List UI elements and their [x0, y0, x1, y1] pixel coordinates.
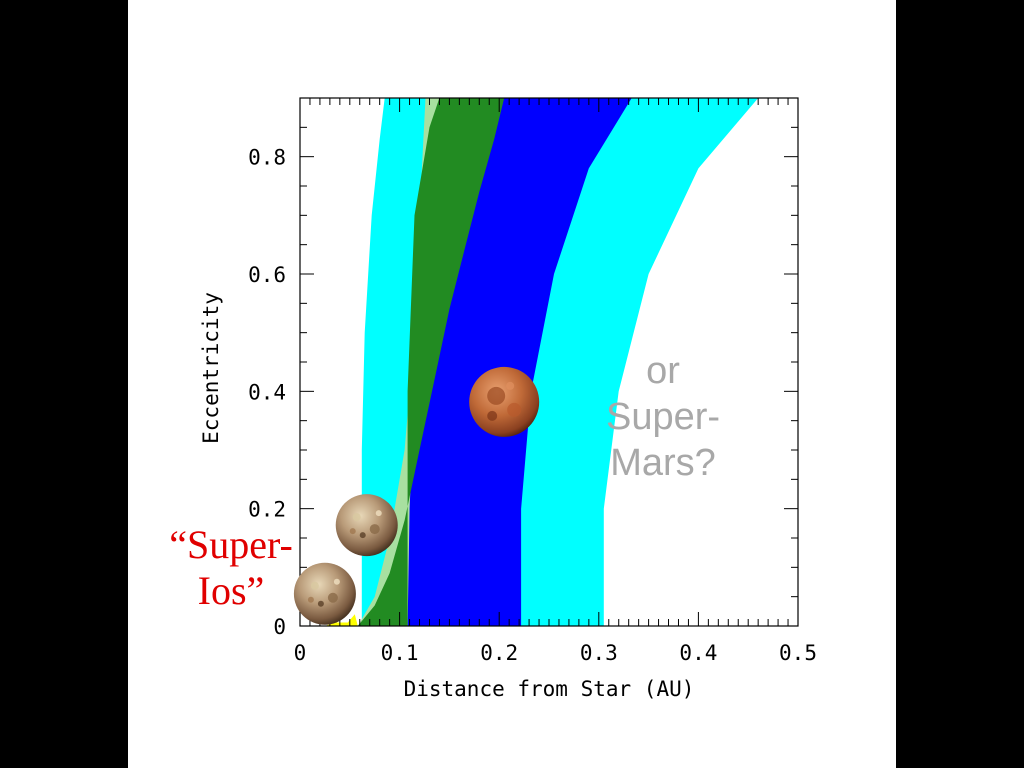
- y-tick-label: 0.6: [248, 263, 286, 287]
- slide: 0 0.1 0.2 0.3 0.4 0.5 0 0.2 0.4 0.6 0.8 Distance …: [128, 0, 896, 768]
- x-tick-labels: 0 0.1 0.2 0.3 0.4 0.5: [294, 641, 817, 665]
- io-planet-marker: [335, 494, 398, 557]
- y-tick-label: 0.4: [248, 380, 286, 404]
- annotation-line: Ios”: [197, 568, 265, 613]
- y-axis-label: Eccentricity: [199, 292, 223, 444]
- region-band-2: [357, 98, 460, 626]
- marker-layer: [293, 366, 540, 625]
- x-tick-label: 0.4: [679, 641, 717, 665]
- mars-planet-marker: [469, 366, 540, 437]
- x-tick-label: 0.5: [779, 641, 817, 665]
- y-tick-label: 0: [273, 615, 286, 639]
- tick-layer: [299, 97, 799, 627]
- super-ios-annotation: “Super- Ios”: [146, 522, 316, 614]
- x-tick-label: 0.3: [580, 641, 618, 665]
- x-tick-label: 0.1: [381, 641, 419, 665]
- annotation-line: Super-: [605, 396, 721, 438]
- y-tick-label: 0.8: [248, 146, 286, 170]
- io-planet-marker: [293, 562, 356, 625]
- chart: 0 0.1 0.2 0.3 0.4 0.5 0 0.2 0.4 0.6 0.8 Distance …: [199, 97, 817, 701]
- super-mars-annotation: or Super- Mars?: [583, 348, 743, 486]
- x-axis-label: Distance from Star (AU): [404, 677, 695, 701]
- y-tick-labels: 0 0.2 0.4 0.6 0.8: [248, 146, 286, 639]
- x-tick-label: 0: [294, 641, 307, 665]
- annotation-line: “Super-: [169, 522, 293, 567]
- region-band-3: [357, 98, 505, 626]
- region-layer: [324, 98, 759, 626]
- x-tick-label: 0.2: [480, 641, 518, 665]
- annotation-line: or: [646, 350, 680, 392]
- y-tick-label: 0.2: [248, 498, 286, 522]
- annotation-line: Mars?: [610, 442, 716, 484]
